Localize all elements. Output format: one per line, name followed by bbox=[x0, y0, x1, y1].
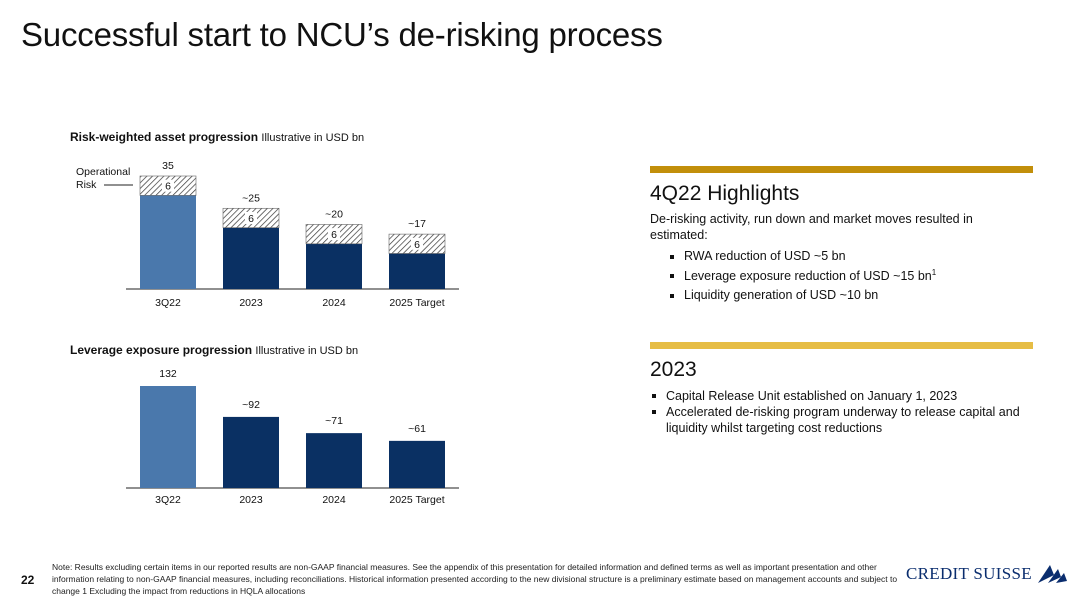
rwa-total-label: ~25 bbox=[242, 192, 260, 204]
leverage-value-label: ~61 bbox=[408, 423, 426, 435]
rwa-segment-label-bg bbox=[245, 211, 257, 224]
leverage-chart-heading: Leverage exposure progression Illustrati… bbox=[70, 343, 358, 357]
rwa-segment-label-bg bbox=[411, 237, 423, 250]
page-title: Successful start to NCU’s de-risking pro… bbox=[21, 16, 663, 53]
highlights-accent-bar bbox=[650, 166, 1033, 173]
highlight-item: RWA reduction of USD ~5 bn bbox=[666, 249, 1026, 263]
rwa-total-label: ~20 bbox=[325, 208, 343, 220]
rwa-bar-core bbox=[140, 195, 196, 289]
leverage-category-label: 2023 bbox=[239, 494, 263, 506]
sails-logo-icon bbox=[1037, 565, 1067, 583]
rwa-bar-core bbox=[389, 253, 445, 289]
leverage-value-label: ~92 bbox=[242, 399, 260, 411]
highlights-title: 4Q22 Highlights bbox=[650, 182, 800, 205]
year2023-list: Capital Release Unit established on Janu… bbox=[650, 388, 1025, 436]
leverage-category-label: 2025 Target bbox=[389, 494, 444, 506]
highlight-item: Leverage exposure reduction of USD ~15 b… bbox=[666, 268, 1026, 283]
rwa-total-label: ~17 bbox=[408, 218, 426, 230]
page-number: 22 bbox=[21, 573, 35, 587]
leverage-value-label: 132 bbox=[159, 368, 177, 380]
rwa-chart-title: Risk-weighted asset progression bbox=[70, 130, 259, 144]
year2023-item: Accelerated de-risking program underway … bbox=[650, 404, 1025, 436]
rwa-total-label: 35 bbox=[162, 160, 174, 172]
rwa-segment-label: 6 bbox=[248, 213, 254, 225]
leverage-bar bbox=[389, 440, 445, 488]
leverage-bar bbox=[306, 433, 362, 488]
rwa-bar-core bbox=[223, 227, 279, 289]
rwa-segment-label: 6 bbox=[331, 229, 337, 241]
rwa-segment-label-bg bbox=[328, 228, 340, 241]
year2023-accent-bar bbox=[650, 342, 1033, 349]
rwa-segment-label: 6 bbox=[165, 181, 171, 193]
oprisk-annotation-line1: Operational bbox=[76, 166, 130, 178]
highlights-intro: De-risking activity, run down and market… bbox=[650, 212, 973, 242]
rwa-segment-label: 6 bbox=[414, 239, 420, 251]
brand-name: CREDIT SUISSE bbox=[906, 564, 1032, 583]
rwa-category-label: 3Q22 bbox=[155, 297, 181, 309]
footnote: Note: Results excluding certain items in… bbox=[52, 562, 898, 596]
leverage-bar bbox=[140, 386, 196, 488]
rwa-bar-core bbox=[306, 243, 362, 289]
credit-suisse-logo: CREDIT SUISSE bbox=[906, 563, 1068, 585]
leverage-chart-subtitle: Illustrative in USD bn bbox=[255, 345, 359, 357]
leverage-bar bbox=[223, 416, 279, 488]
rwa-chart-subtitle: Illustrative in USD bn bbox=[261, 132, 365, 144]
rwa-category-label: 2025 Target bbox=[389, 297, 444, 309]
leverage-chart-title: Leverage exposure progression bbox=[70, 343, 253, 357]
rwa-chart-heading: Risk-weighted asset progression Illustra… bbox=[70, 130, 364, 144]
year2023-item: Capital Release Unit established on Janu… bbox=[650, 388, 1025, 404]
year2023-title: 2023 bbox=[650, 358, 697, 381]
rwa-category-label: 2024 bbox=[322, 297, 346, 309]
oprisk-annotation-line2: Risk bbox=[76, 179, 97, 191]
leverage-category-label: 2024 bbox=[322, 494, 346, 506]
rwa-segment-label-bg bbox=[162, 179, 174, 192]
rwa-category-label: 2023 bbox=[239, 297, 263, 309]
leverage-category-label: 3Q22 bbox=[155, 494, 181, 506]
highlights-list: RWA reduction of USD ~5 bn Leverage expo… bbox=[666, 249, 1026, 307]
highlight-item: Liquidity generation of USD ~10 bn bbox=[666, 288, 1026, 302]
leverage-value-label: ~71 bbox=[325, 415, 343, 427]
